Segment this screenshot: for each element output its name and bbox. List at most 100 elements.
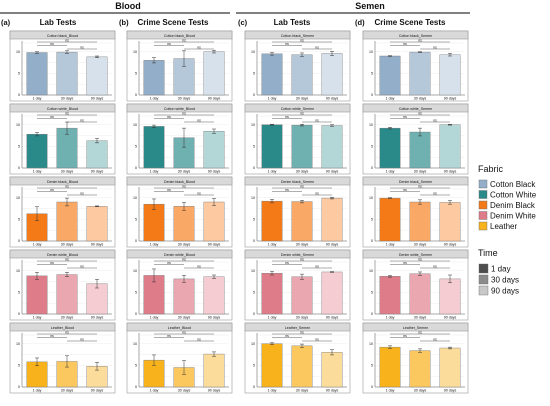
panel-title: Leather_Semen bbox=[403, 326, 429, 330]
y-tick-label: 5 bbox=[135, 72, 137, 76]
significance-label: ns bbox=[315, 264, 319, 268]
panel-3-3: Denim white_Semen 0 5 10 1 day 30 days 90 days… bbox=[362, 249, 469, 321]
y-tick-label: 10 bbox=[133, 269, 137, 273]
panel-strip bbox=[362, 30, 469, 40]
panel-0-1: Cotton white_Blood 0 5 10 1 day 30 days 90 day… bbox=[9, 103, 116, 175]
panel-3-2: Denim black_Semen 0 5 10 1 day 30 days 90 days… bbox=[362, 176, 469, 248]
y-tick-label: 0 bbox=[18, 93, 20, 97]
bar bbox=[439, 278, 461, 315]
legend-swatch bbox=[478, 190, 488, 199]
y-tick-label: 5 bbox=[371, 145, 373, 149]
x-tick-label: 90 days bbox=[91, 316, 104, 320]
y-tick-label: 10 bbox=[16, 196, 20, 200]
bar bbox=[409, 201, 431, 242]
bar bbox=[261, 343, 283, 388]
bar bbox=[173, 206, 195, 242]
y-tick-label: 5 bbox=[18, 72, 20, 76]
panel-2-3: Denim white_Semen 0 5 10 1 day 30 days 90 days… bbox=[244, 249, 351, 321]
significance-label: ns bbox=[285, 188, 289, 192]
y-tick-label: 10 bbox=[133, 196, 137, 200]
significance-label: ns bbox=[167, 261, 171, 265]
x-tick-label: 90 days bbox=[444, 97, 457, 101]
x-tick-label: 30 days bbox=[61, 170, 74, 174]
significance-label: ns bbox=[50, 42, 54, 46]
panel-3-4: Leather_Semen 0 5 10 1 day 30 days 90 days ns ns… bbox=[362, 322, 469, 394]
y-tick-label: 10 bbox=[16, 50, 20, 54]
panel-strip bbox=[244, 30, 351, 40]
x-tick-label: 30 days bbox=[296, 316, 309, 320]
x-tick-label: 30 days bbox=[296, 97, 309, 101]
bar bbox=[203, 51, 225, 96]
x-tick-label: 1 day bbox=[150, 243, 159, 247]
bar bbox=[409, 51, 431, 96]
significance-label: ns bbox=[300, 330, 304, 334]
y-tick-label: 0 bbox=[253, 312, 255, 316]
significance-label: ns bbox=[315, 118, 319, 122]
legend-label: Denim White bbox=[490, 212, 536, 221]
y-tick-label: 0 bbox=[18, 312, 20, 316]
x-tick-label: 30 days bbox=[414, 243, 427, 247]
y-tick-label: 5 bbox=[253, 364, 255, 368]
x-tick-label: 30 days bbox=[61, 243, 74, 247]
significance-label: ns bbox=[80, 337, 84, 341]
panel-strip bbox=[126, 176, 233, 186]
y-tick-label: 10 bbox=[251, 123, 255, 127]
y-tick-label: 10 bbox=[16, 342, 20, 346]
panel-strip bbox=[244, 322, 351, 332]
significance-label: ns bbox=[80, 118, 84, 122]
panel-strip bbox=[362, 249, 469, 259]
x-tick-label: 30 days bbox=[178, 97, 191, 101]
panel-strip bbox=[362, 322, 469, 332]
panel-3-1: Cotton white_Semen 0 5 10 1 day 30 days 90 day… bbox=[362, 103, 469, 175]
significance-label: ns bbox=[315, 191, 319, 195]
significance-label: ns bbox=[418, 184, 422, 188]
significance-label: ns bbox=[285, 115, 289, 119]
y-tick-label: 10 bbox=[369, 123, 373, 127]
y-tick-label: 10 bbox=[251, 342, 255, 346]
panel-title: Leather_Semen bbox=[285, 326, 311, 330]
panel-0-0: Cotton black_Blood 0 5 10 1 day 30 days 90 day… bbox=[9, 30, 116, 102]
significance-label: ns bbox=[167, 42, 171, 46]
column-letter-c: (c) bbox=[238, 18, 248, 27]
significance-label: ns bbox=[182, 111, 186, 115]
panel-title: Denim black_Blood bbox=[164, 180, 195, 184]
panel-1-3: Denim white_Blood 0 5 10 1 day 30 days 90 days… bbox=[126, 249, 233, 321]
significance-label: ns bbox=[418, 330, 422, 334]
panel-title: Denim black_Blood bbox=[47, 180, 78, 184]
x-tick-label: 1 day bbox=[150, 389, 159, 393]
x-tick-label: 90 days bbox=[326, 97, 339, 101]
column-title-d: Crime Scene Tests bbox=[375, 18, 447, 27]
column-title-b: Crime Scene Tests bbox=[138, 18, 210, 27]
significance-label: ns bbox=[300, 257, 304, 261]
bar bbox=[86, 140, 108, 169]
panel-strip bbox=[9, 30, 116, 40]
x-tick-label: 1 day bbox=[150, 97, 159, 101]
x-tick-label: 30 days bbox=[61, 389, 74, 393]
x-tick-label: 90 days bbox=[208, 170, 221, 174]
y-tick-label: 5 bbox=[18, 145, 20, 149]
y-tick-label: 10 bbox=[369, 50, 373, 54]
panel-title: Denim white_Blood bbox=[47, 253, 78, 257]
significance-label: ns bbox=[418, 111, 422, 115]
y-tick-label: 0 bbox=[253, 166, 255, 170]
x-tick-label: 90 days bbox=[444, 316, 457, 320]
panel-title: Denim white_Semen bbox=[281, 253, 314, 257]
x-tick-label: 90 days bbox=[208, 243, 221, 247]
x-tick-label: 1 day bbox=[268, 389, 277, 393]
panel-strip bbox=[244, 249, 351, 259]
significance-label: ns bbox=[315, 337, 319, 341]
x-tick-label: 30 days bbox=[178, 243, 191, 247]
panel-title: Cotton black_Blood bbox=[47, 34, 78, 38]
x-tick-label: 30 days bbox=[414, 389, 427, 393]
significance-label: ns bbox=[433, 191, 437, 195]
x-tick-label: 1 day bbox=[386, 243, 395, 247]
panel-strip bbox=[126, 30, 233, 40]
column-title-a: Lab Tests bbox=[40, 18, 77, 27]
significance-label: ns bbox=[65, 38, 69, 42]
panel-1-0: Cotton black_Blood 0 5 10 1 day 30 days 90 day… bbox=[126, 30, 233, 102]
bar bbox=[86, 206, 108, 242]
significance-label: ns bbox=[285, 42, 289, 46]
y-tick-label: 0 bbox=[135, 239, 137, 243]
x-tick-label: 1 day bbox=[386, 316, 395, 320]
y-tick-label: 5 bbox=[371, 72, 373, 76]
